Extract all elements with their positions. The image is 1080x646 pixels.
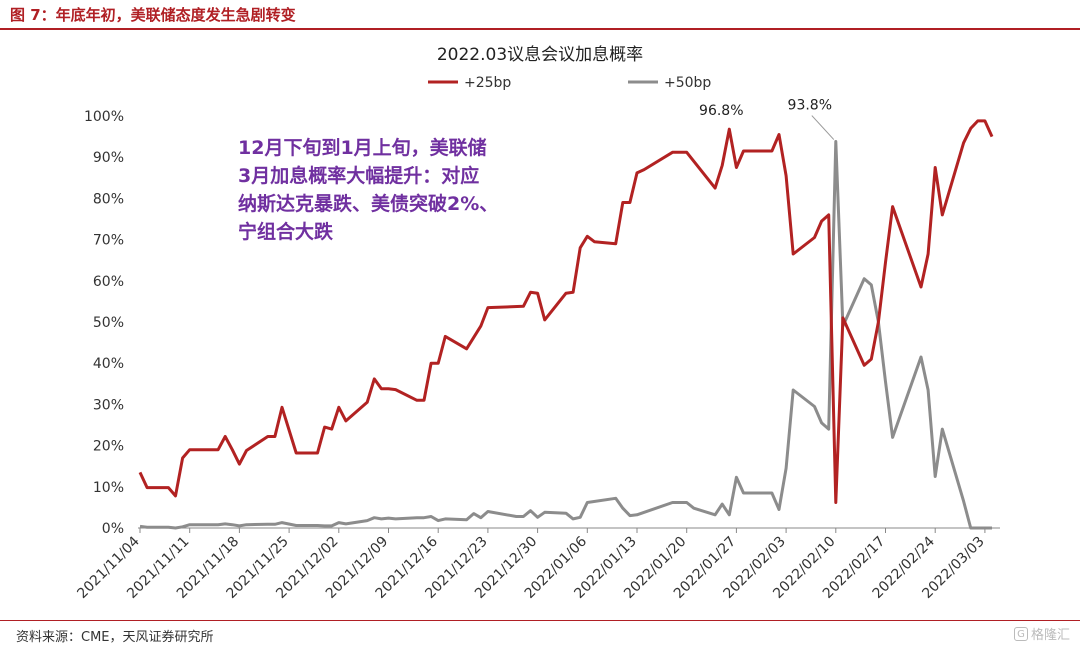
legend-label-50bp: +50bp (664, 75, 711, 91)
y-axis: 0% 10% 20% 30% 40% 50% 60% 70% 80% 90% 100% (84, 109, 124, 537)
source-note: 资料来源：CME，天风证券研究所 (16, 630, 214, 645)
y-tick-label: 10% (93, 480, 124, 496)
watermark-logo-icon: G (1013, 626, 1028, 641)
figure-title: 图 7：年底年初，美联储态度发生急剧转变 (10, 6, 296, 24)
annotation-note-line: 纳斯达克暴跌、美债突破2%、 (238, 192, 498, 215)
y-tick-label: 0% (102, 521, 124, 537)
legend-label-25bp: +25bp (464, 75, 511, 91)
y-tick-label: 100% (84, 109, 124, 125)
chart-title: 2022.03议息会议加息概率 (437, 45, 643, 65)
annotation-peak-25bp: 96.8% (699, 103, 743, 119)
annotation-note-line: 12月下旬到1月上旬，美联储 (238, 136, 487, 159)
y-tick-label: 50% (93, 315, 124, 331)
y-tick-label: 60% (93, 274, 124, 290)
series-line-25bp (138, 119, 994, 504)
x-axis: 2021/11/042021/11/112021/11/182021/11/25… (74, 527, 1000, 602)
figure-footer: 资料来源：CME，天风证券研究所 G 格隆汇 (0, 620, 1080, 646)
plot-area (138, 119, 994, 530)
watermark: G 格隆汇 (1013, 624, 1070, 643)
annotation-note-line: 宁组合大跌 (238, 220, 334, 243)
figure-header: 图 7：年底年初，美联储态度发生急剧转变 (0, 0, 1080, 30)
y-tick-label: 30% (93, 397, 124, 413)
legend: +25bp +50bp (428, 75, 711, 91)
watermark-text: 格隆汇 (1030, 628, 1070, 643)
series-line-50bp (139, 140, 992, 530)
annotation-leader-line (811, 115, 835, 140)
annotation-peak-50bp: 93.8% (788, 98, 832, 114)
y-tick-label: 90% (93, 150, 124, 166)
y-tick-label: 20% (93, 439, 124, 455)
y-tick-label: 80% (93, 191, 124, 207)
y-tick-label: 70% (93, 233, 124, 249)
annotations: 96.8% 93.8% 12月下旬到1月上旬，美联储 3月加息概率大幅提升：对应纳… (238, 98, 835, 243)
y-tick-label: 40% (93, 356, 124, 372)
annotation-note: 12月下旬到1月上旬，美联储 3月加息概率大幅提升：对应纳斯达克暴跌、美债突破2%… (238, 136, 498, 243)
annotation-note-line: 3月加息概率大幅提升：对应 (238, 164, 479, 187)
